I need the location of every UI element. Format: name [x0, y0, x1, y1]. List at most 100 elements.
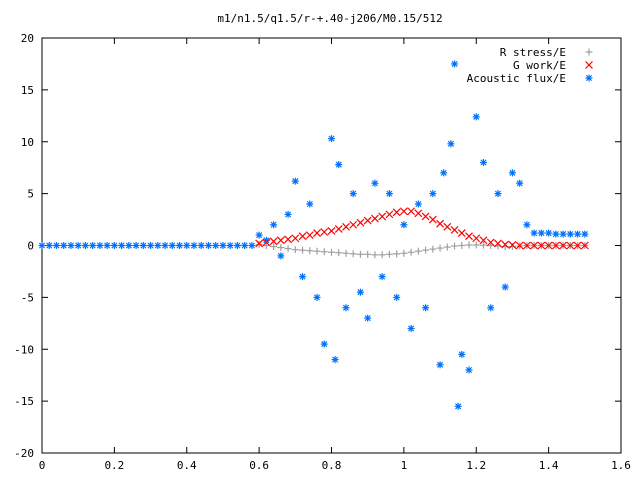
data-point	[291, 246, 299, 254]
data-point	[212, 242, 220, 249]
data-point	[581, 230, 589, 238]
data-point	[328, 248, 335, 256]
data-point	[328, 135, 335, 143]
data-point	[566, 241, 575, 250]
data-point	[334, 224, 343, 233]
data-point	[472, 234, 481, 243]
data-point	[392, 208, 401, 217]
data-point	[139, 242, 147, 249]
data-point	[364, 250, 372, 258]
data-point	[440, 169, 448, 177]
data-point	[407, 248, 415, 256]
data-point	[422, 246, 430, 254]
data-point	[197, 242, 205, 249]
data-point	[110, 242, 118, 249]
y-tick-label: 20	[21, 32, 34, 45]
data-point	[335, 161, 343, 169]
data-point	[291, 234, 300, 243]
data-point	[530, 241, 539, 250]
data-point	[161, 242, 169, 249]
data-point	[385, 190, 393, 198]
data-point	[320, 340, 328, 348]
data-point	[284, 210, 292, 218]
data-point	[400, 249, 408, 257]
data-point	[371, 179, 379, 187]
data-point	[580, 241, 589, 250]
data-point	[52, 242, 60, 249]
data-point	[457, 229, 466, 237]
data-point	[96, 242, 104, 249]
data-point	[551, 241, 560, 250]
data-point	[472, 241, 480, 249]
data-point	[132, 242, 140, 249]
data-point	[89, 242, 97, 249]
data-point	[363, 216, 372, 225]
data-point	[508, 241, 517, 249]
data-point	[385, 210, 394, 219]
data-point	[378, 273, 386, 281]
data-point	[320, 248, 328, 256]
x-tick-label: 1.2	[466, 459, 486, 472]
data-point	[479, 241, 487, 249]
data-point	[545, 229, 553, 237]
data-point	[494, 190, 502, 198]
data-point	[429, 245, 437, 253]
y-tick-label: -20	[14, 447, 34, 460]
data-point	[204, 242, 212, 249]
data-point	[378, 251, 386, 259]
data-point	[277, 244, 285, 252]
y-tick-label: 5	[27, 188, 34, 201]
data-point	[486, 238, 495, 247]
data-point	[429, 190, 437, 198]
x-tick-label: 1	[401, 459, 408, 472]
data-point	[494, 239, 502, 248]
data-point	[516, 179, 524, 187]
data-point	[443, 222, 452, 231]
x-tick-label: 1.4	[539, 459, 559, 472]
data-point	[450, 226, 459, 234]
data-point	[356, 218, 365, 227]
data-point	[277, 252, 285, 260]
legend-label: R stress/E	[500, 46, 566, 59]
data-point	[479, 159, 487, 166]
data-point	[291, 177, 299, 185]
data-point	[544, 241, 553, 250]
data-point	[523, 221, 531, 229]
data-point	[407, 325, 415, 332]
data-point	[255, 240, 263, 248]
data-point	[436, 361, 444, 369]
data-point	[305, 231, 314, 240]
legend-marker	[585, 48, 593, 56]
data-point	[458, 350, 466, 358]
data-point	[465, 241, 473, 249]
axes: 0 0.2 0.4 0.6 0.8 1 1.2 1.4 1.6 20 15 10 5 0 -5 -10 -15 -…	[14, 32, 631, 472]
data-point	[559, 241, 568, 250]
x-tick-label: 0.8	[322, 459, 342, 472]
data-point	[522, 241, 531, 250]
legend-marker	[585, 61, 593, 69]
series-1	[255, 207, 589, 250]
data-point	[385, 250, 393, 258]
data-point	[313, 247, 321, 255]
data-point	[299, 273, 307, 281]
data-point	[313, 229, 321, 237]
data-point	[183, 242, 191, 249]
data-point	[378, 212, 387, 221]
data-point	[176, 242, 184, 249]
data-point	[356, 288, 364, 296]
x-tick-label: 0.4	[177, 459, 197, 472]
y-tick-label: 15	[21, 84, 34, 97]
data-point	[255, 239, 264, 248]
data-point	[465, 232, 473, 241]
x-tick-label: 0	[39, 459, 46, 472]
data-point	[306, 200, 314, 208]
data-point	[566, 230, 574, 238]
data-point	[342, 304, 350, 312]
chart-title: m1/n1.5/q1.5/r-+.40-j206/M0.15/512	[217, 12, 442, 25]
data-point	[67, 242, 75, 249]
data-point	[399, 207, 408, 216]
data-point	[241, 242, 249, 249]
y-tick-label: 10	[21, 136, 34, 149]
data-point	[356, 250, 364, 258]
legend-label: G work/E	[513, 59, 566, 72]
